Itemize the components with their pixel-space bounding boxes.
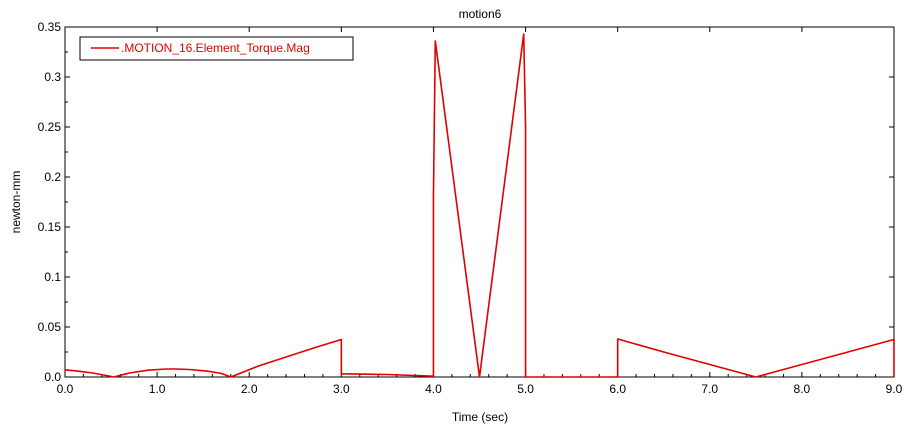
y-tick-label: 0.3: [44, 70, 61, 84]
y-tick-label: 0.25: [38, 120, 62, 134]
x-tick-label: 5.0: [517, 382, 534, 396]
y-tick-label: 0.05: [38, 320, 62, 334]
y-tick-label: 0.1: [44, 270, 61, 284]
legend-box: [79, 36, 354, 61]
x-axis-title: Time (sec): [452, 410, 508, 424]
y-axis-tick-labels: 0.0 0.05 0.1 0.15 0.2 0.25 0.3 0.35: [38, 20, 62, 384]
x-tick-label: 1.0: [149, 382, 166, 396]
series-line: [64, 33, 895, 378]
x-tick-label: 7.0: [701, 382, 718, 396]
x-tick-label: 2.0: [241, 382, 258, 396]
x-tick-label: 4.0: [425, 382, 442, 396]
legend-label: .MOTION_16.Element_Torque.Mag: [121, 41, 310, 55]
x-tick-label: 9.0: [886, 382, 903, 396]
y-tick-label: 0.2: [44, 170, 61, 184]
y-tick-label: 0.15: [38, 220, 62, 234]
y-tick-label: 0.0: [44, 370, 61, 384]
y-tick-label: 0.35: [38, 20, 62, 34]
x-axis-tick-labels: 0.0 1.0 2.0 3.0 4.0 5.0 6.0 7.0 8.0 9.0: [57, 382, 903, 396]
y-axis-title: newton-mm: [9, 171, 23, 234]
x-tick-label: 0.0: [57, 382, 74, 396]
x-tick-label: 6.0: [609, 382, 626, 396]
x-tick-label: 3.0: [333, 382, 350, 396]
legend: .MOTION_16.Element_Torque.Mag: [79, 36, 354, 61]
x-tick-label: 8.0: [794, 382, 811, 396]
chart-title: motion6: [459, 7, 502, 21]
y-axis-ticks: [65, 26, 894, 378]
series-group: [64, 33, 895, 378]
